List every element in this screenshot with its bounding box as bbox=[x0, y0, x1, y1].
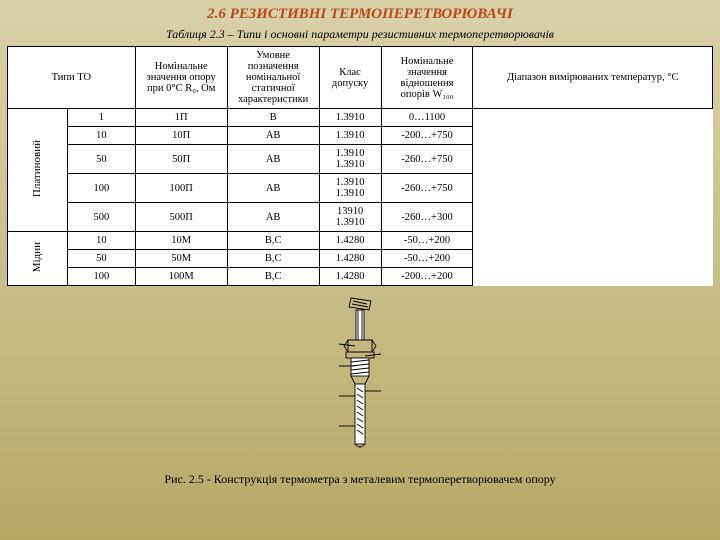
cell-class: В,С bbox=[227, 268, 319, 286]
cell-r0: 50 bbox=[67, 250, 135, 268]
cell-w100: 1.3910 bbox=[319, 127, 381, 145]
th-class: Клас допуску bbox=[319, 47, 381, 109]
table-row: 500500ПАВ13910 1.3910-260…+300 bbox=[8, 203, 713, 232]
cell-range: 0…1100 bbox=[381, 109, 473, 127]
cell-range: -50…+200 bbox=[381, 232, 473, 250]
parameters-table: Типи ТО Номінальне значення опору при 0°… bbox=[7, 46, 713, 286]
cell-w100: 1.3910 1.3910 bbox=[319, 174, 381, 203]
cell-code: 50П bbox=[135, 145, 227, 174]
table-header-row: Типи ТО Номінальне значення опору при 0°… bbox=[8, 47, 713, 109]
group-label: Мідни bbox=[8, 232, 68, 286]
table-body: Платиновий11ПВ1.39100…11001010ПАВ1.3910-… bbox=[8, 109, 713, 286]
cell-class: АВ bbox=[227, 203, 319, 232]
cell-range: -200…+200 bbox=[381, 268, 473, 286]
cell-class: АВ bbox=[227, 127, 319, 145]
cell-r0: 500 bbox=[67, 203, 135, 232]
cell-r0: 50 bbox=[67, 145, 135, 174]
cell-w100: 13910 1.3910 bbox=[319, 203, 381, 232]
cell-class: В bbox=[227, 109, 319, 127]
thermometer-diagram bbox=[331, 296, 389, 466]
cell-code: 100П bbox=[135, 174, 227, 203]
table-row: Мідни1010МВ,С1.4280-50…+200 bbox=[8, 232, 713, 250]
cell-r0: 10 bbox=[67, 127, 135, 145]
cell-class: В,С bbox=[227, 250, 319, 268]
cell-r0: 100 bbox=[67, 174, 135, 203]
th-code: Умовне позначення номінальної статичної … bbox=[227, 47, 319, 109]
cell-r0: 10 bbox=[67, 232, 135, 250]
cell-code: 50М bbox=[135, 250, 227, 268]
page-title: 2.6 РЕЗИСТИВНІ ТЕРМОПЕРЕТВОРЮВАЧІ bbox=[0, 6, 720, 23]
table-caption: Таблиця 2.3 – Типи і основні параметри р… bbox=[0, 27, 720, 42]
cell-range: -50…+200 bbox=[381, 250, 473, 268]
cell-class: В,С bbox=[227, 232, 319, 250]
cell-w100: 1.4280 bbox=[319, 250, 381, 268]
cell-code: 500П bbox=[135, 203, 227, 232]
table-row: Платиновий11ПВ1.39100…1100 bbox=[8, 109, 713, 127]
cell-r0: 100 bbox=[67, 268, 135, 286]
cell-code: 1П bbox=[135, 109, 227, 127]
table-row: 5050МВ,С1.4280-50…+200 bbox=[8, 250, 713, 268]
cell-w100: 1.4280 bbox=[319, 232, 381, 250]
cell-code: 100М bbox=[135, 268, 227, 286]
table-row: 100100ПАВ1.3910 1.3910-260…+750 bbox=[8, 174, 713, 203]
th-w100: Номінальне значення відношення опорів W₁… bbox=[381, 47, 473, 109]
cell-code: 10М bbox=[135, 232, 227, 250]
th-range: Діапазон вимірюваних температур, °С bbox=[473, 47, 713, 109]
cell-code: 10П bbox=[135, 127, 227, 145]
cell-range: -260…+750 bbox=[381, 174, 473, 203]
cell-class: АВ bbox=[227, 145, 319, 174]
cell-range: -200…+750 bbox=[381, 127, 473, 145]
table-row: 5050ПАВ1.3910 1.3910-260…+750 bbox=[8, 145, 713, 174]
cell-r0: 1 bbox=[67, 109, 135, 127]
cell-range: -260…+750 bbox=[381, 145, 473, 174]
figure-caption: Рис. 2.5 - Конструкція термометра з мета… bbox=[0, 472, 720, 487]
cell-w100: 1.4280 bbox=[319, 268, 381, 286]
th-types: Типи ТО bbox=[8, 47, 136, 109]
th-r0: Номінальне значення опору при 0°С R₀, Ом bbox=[135, 47, 227, 109]
figure-wrapper: Рис. 2.5 - Конструкція термометра з мета… bbox=[0, 296, 720, 487]
cell-range: -260…+300 bbox=[381, 203, 473, 232]
cell-w100: 1.3910 1.3910 bbox=[319, 145, 381, 174]
cell-class: АВ bbox=[227, 174, 319, 203]
table-row: 100100МВ,С1.4280-200…+200 bbox=[8, 268, 713, 286]
cell-w100: 1.3910 bbox=[319, 109, 381, 127]
table-row: 1010ПАВ1.3910-200…+750 bbox=[8, 127, 713, 145]
group-label: Платиновий bbox=[8, 109, 68, 232]
